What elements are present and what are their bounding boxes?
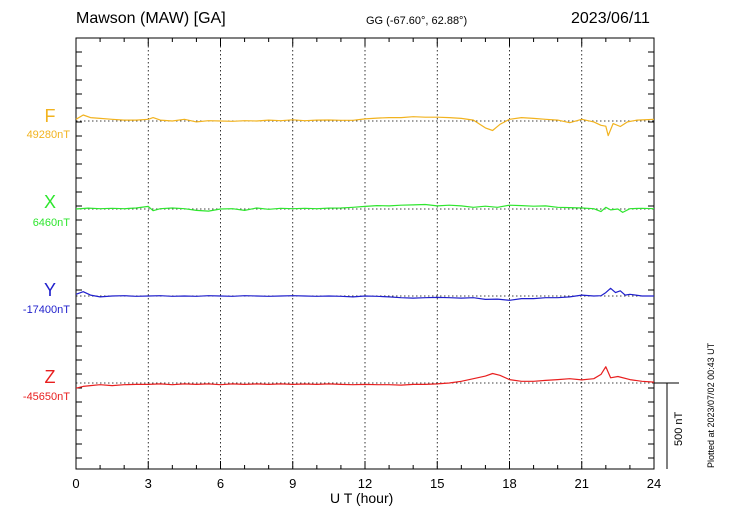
baseline-label-z: -45650nT xyxy=(23,391,70,403)
x-tick-label: 3 xyxy=(145,476,152,491)
series-name-x: X xyxy=(44,192,56,212)
x-tick-label: 6 xyxy=(217,476,224,491)
scale-bar-label: 500 nT xyxy=(673,411,685,446)
series-line-f xyxy=(75,114,655,137)
baseline-label-f: 49280nT xyxy=(27,129,71,141)
x-ticks: 0 3 6 9 12 15 18 21 24 xyxy=(72,38,661,491)
series-y: Y -17400nT xyxy=(23,280,654,316)
grid-lines xyxy=(147,38,583,469)
series-line-x xyxy=(75,203,655,213)
x-tick-label: 15 xyxy=(430,476,444,491)
plotted-timestamp: Plotted at 2023/07/02 00:43 UT xyxy=(706,342,716,468)
x-tick-label: 24 xyxy=(647,476,661,491)
x-tick-label: 9 xyxy=(289,476,296,491)
series-f: F 49280nT xyxy=(27,106,655,141)
x-tick-label: 21 xyxy=(575,476,589,491)
series-z: Z -45650nT xyxy=(23,366,655,403)
series-name-f: F xyxy=(45,106,56,126)
baseline-label-x: 6460nT xyxy=(33,217,71,229)
baseline-label-y: -17400nT xyxy=(23,304,70,316)
series-line-z xyxy=(75,366,655,389)
series-line-y xyxy=(75,287,654,301)
series-x: X 6460nT xyxy=(33,192,655,229)
station-coordinates: GG (-67.60°, 62.88°) xyxy=(366,15,468,27)
x-axis-label: U T (hour) xyxy=(330,490,394,506)
series-name-z: Z xyxy=(45,367,56,387)
scale-bar xyxy=(654,382,679,469)
x-tick-label: 18 xyxy=(502,476,516,491)
series-name-y: Y xyxy=(44,280,56,300)
station-title: Mawson (MAW) [GA] xyxy=(76,10,226,27)
x-tick-label: 0 xyxy=(72,476,79,491)
x-tick-label: 12 xyxy=(358,476,372,491)
series-layer: F 49280nT X 6460nT Y -17400nT Z -45650nT xyxy=(23,106,655,403)
plot-date: 2023/06/11 xyxy=(571,10,650,27)
